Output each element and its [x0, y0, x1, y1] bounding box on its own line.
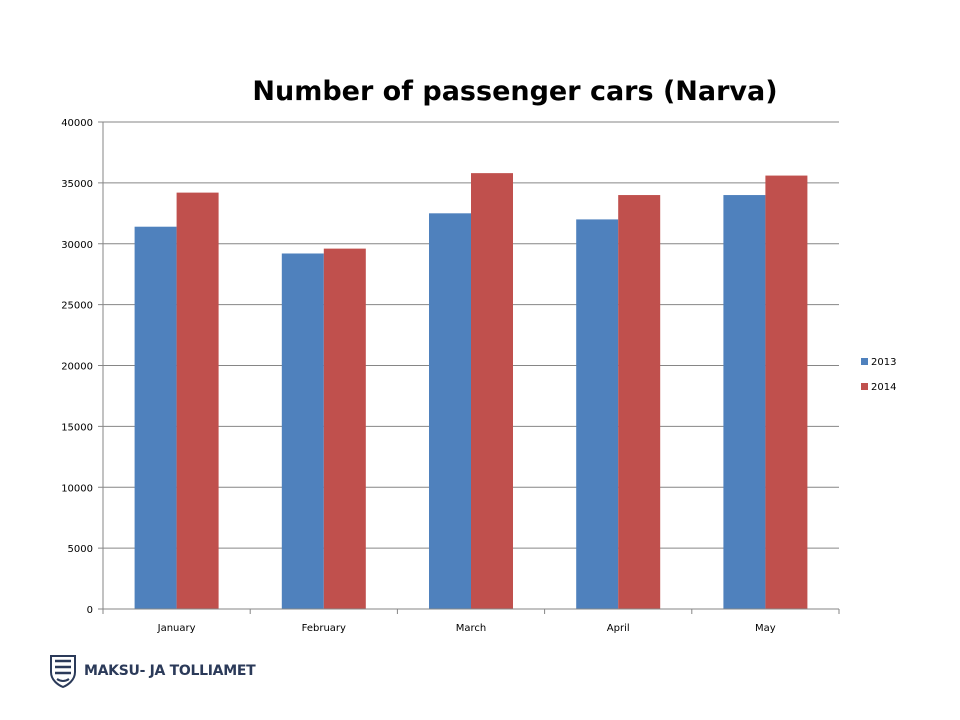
- bar: [281, 253, 324, 610]
- bar: [471, 173, 513, 609]
- y-tick-label: 20000: [61, 362, 93, 373]
- y-tick-label: 5000: [68, 544, 93, 555]
- bar: [323, 248, 366, 609]
- y-tick-label: 30000: [61, 240, 93, 251]
- legend-label: 2014: [871, 382, 896, 393]
- y-tick-label: 15000: [61, 422, 93, 433]
- y-tick-label: 40000: [61, 118, 93, 129]
- coat-of-arms-icon: [50, 655, 76, 688]
- x-tick-label: January: [157, 623, 196, 634]
- logo-text: MAKSU- JA TOLLIAMET: [84, 663, 256, 679]
- legend-label: 2013: [871, 357, 896, 368]
- x-tick-label: March: [456, 623, 486, 634]
- chart-title: Number of passenger cars (Narva): [252, 76, 778, 107]
- bar: [176, 192, 219, 610]
- legend-swatch: [861, 358, 868, 365]
- bar: [576, 219, 619, 609]
- y-tick-label: 0: [87, 605, 93, 616]
- bar: [134, 226, 177, 609]
- y-tick-label: 35000: [61, 179, 93, 190]
- bar: [429, 213, 471, 609]
- bar: [765, 175, 808, 609]
- x-tick-label: April: [607, 623, 630, 634]
- y-tick-label: 25000: [61, 301, 93, 312]
- logo: MAKSU- JA TOLLIAMET: [48, 653, 256, 689]
- x-tick-label: May: [755, 623, 776, 634]
- bar: [618, 195, 661, 610]
- y-tick-label: 10000: [61, 483, 93, 494]
- bar: [723, 195, 766, 610]
- x-tick-label: February: [302, 623, 346, 634]
- legend-swatch: [861, 383, 868, 390]
